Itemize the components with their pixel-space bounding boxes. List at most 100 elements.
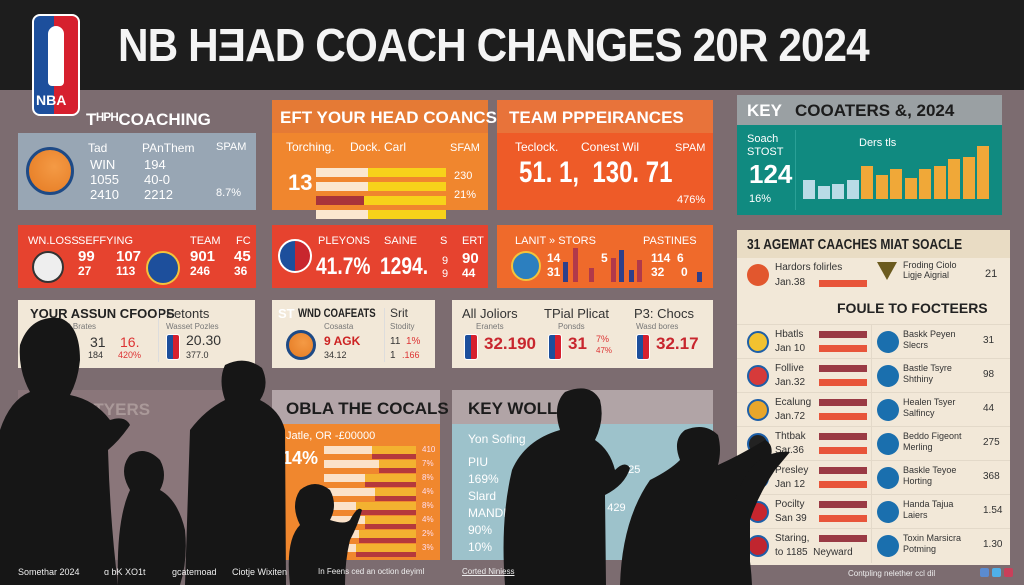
bar — [819, 413, 867, 420]
col-label: LANIT » STORS — [515, 235, 596, 247]
team-logo-icon — [747, 365, 769, 387]
coach-name: Ecalung — [775, 397, 812, 408]
panel-title: WND COAFEATS — [298, 306, 376, 320]
chart-bar — [817, 185, 830, 199]
percent-value: 476% — [677, 194, 706, 206]
col-label: Conest Wil — [581, 140, 640, 154]
value: 107 — [116, 248, 142, 265]
col-label: PAnThem — [142, 141, 195, 155]
value: 275 — [983, 437, 1000, 448]
list-item[interactable]: Hbatls Jan 10 Baskk Peyen Slecrs 31 — [737, 324, 1010, 359]
label: STOST — [747, 146, 784, 158]
mini-bar — [611, 258, 616, 282]
divider — [871, 427, 872, 461]
nba-logo-icon — [548, 334, 562, 360]
key-coaches-panel: KEY COOATERS &, 2024 Sоach STOST 124 16%… — [737, 95, 1002, 215]
value: 36 — [234, 264, 248, 278]
value: 377.0 — [186, 350, 209, 360]
coach-date: Jan.72 — [775, 411, 806, 422]
cell: 8.7% — [216, 187, 242, 199]
value: 44 — [462, 266, 476, 280]
basketball-icon — [26, 147, 74, 195]
social-link[interactable]: gcatemoad — [172, 567, 217, 577]
col-label: ERT — [462, 235, 484, 247]
bar-accent — [379, 468, 416, 473]
coaches-list-panel: 31 AGEMAT CAACHES MIAT SOACLE Hardors fo… — [737, 230, 1010, 565]
stat: 107 113 — [116, 249, 141, 279]
panel-title: KEY WOLLIES — [468, 399, 585, 418]
instagram-icon[interactable] — [1004, 568, 1013, 577]
stat-row: 10% — [468, 540, 493, 554]
all-joliors-panel: All Joliors TPial Plicat P3: Chocs Erane… — [452, 300, 713, 368]
stat: 901 246 — [190, 249, 215, 279]
chart-bar — [832, 184, 844, 199]
list-item[interactable]: Staring, to 1185 Neyward Toxin Marsicra Po… — [737, 528, 1010, 563]
list-item[interactable]: Pocilty San 39 Handa Tajua Laiers 1.54 — [737, 494, 1010, 529]
social-link[interactable]: Ciotje Wixiten — [232, 567, 288, 577]
divider — [871, 495, 872, 529]
value: 31 — [568, 334, 587, 353]
value: 1294. — [380, 253, 429, 280]
coach-name: Hardors folirles — [775, 262, 843, 273]
col-label: WN.LOSS — [28, 235, 79, 247]
lanit-stors-panel: LANIT » STORS PASTINES 14 31 5 114 6 32 0 — [497, 225, 713, 288]
team-name: Healen Tsyer Salfincy — [903, 397, 956, 418]
social-link[interactable]: ɑ bK XO1t — [104, 567, 146, 577]
col-label: Torching. — [286, 140, 335, 154]
big-value: 14% — [282, 448, 319, 468]
value: 9 — [442, 268, 449, 280]
chart-bar — [846, 179, 859, 199]
coach-date: San 39 — [775, 513, 807, 524]
chart-bar — [890, 168, 902, 199]
bar-fill — [316, 182, 368, 191]
mini-bar — [573, 248, 578, 282]
list-item[interactable]: Thtbak Sar.36 Beddo Figeont Merling 275 — [737, 426, 1010, 461]
value: 32 0 — [651, 265, 688, 279]
cell: 1055 — [90, 172, 119, 187]
value: 21 — [985, 268, 998, 280]
chart-bar — [977, 146, 989, 199]
col-label: SEFFYING — [78, 235, 134, 247]
value: 32.17 — [656, 334, 699, 353]
panel-title: 31 AGEMAT CAACHES MIAT SOACLE — [747, 236, 963, 253]
bar-label: 7% — [422, 459, 434, 468]
footer-link[interactable]: Corted Niniess — [462, 567, 515, 576]
section-title: FOULE TO FOCTEERS — [837, 300, 988, 316]
label: Cosasta — [324, 322, 354, 331]
bar — [819, 345, 867, 352]
nba-logo: NBA — [32, 14, 80, 116]
team-logo-icon — [877, 467, 899, 489]
bar-track — [316, 210, 446, 219]
twitter-icon[interactable] — [992, 568, 1001, 577]
team-name: Froding Ciolo Ligje Aigrial — [903, 260, 957, 280]
team-appearances-panel: TEAM PPPEIRANCES Teclock. Conest Wil SPA… — [497, 100, 713, 210]
value: 31 — [90, 334, 106, 350]
chart-label: Ders tls — [859, 137, 897, 149]
list-item[interactable]: Follive Jan.32 Bastle Tsyre Shthiny 98 — [737, 358, 1010, 393]
divider — [871, 325, 872, 359]
label: Cosiat Brates — [48, 322, 97, 331]
list-item[interactable]: Ecalung Jan.72 Healen Tsyer Salfincy 44 — [737, 392, 1010, 427]
team-name: Toxin Marsicra Potming — [903, 533, 962, 554]
bar-track — [316, 196, 446, 205]
label: Sоach — [747, 133, 779, 145]
value: 99 — [78, 248, 95, 265]
value: 27 — [78, 264, 92, 278]
value: 45 — [234, 248, 251, 265]
col-label: FC — [236, 235, 251, 247]
label: Wasset Pozles — [166, 322, 219, 331]
bar-track — [316, 168, 446, 177]
facebook-icon[interactable] — [980, 568, 989, 577]
chart-bar — [904, 178, 917, 199]
basketball-icon — [286, 330, 316, 360]
coach-date: Sar.36 — [775, 445, 804, 456]
nba-logo-icon — [278, 239, 312, 273]
stat: 14 31 — [547, 251, 560, 279]
bar — [819, 481, 867, 488]
team-logo-icon — [877, 433, 899, 455]
col-label: Srit — [390, 306, 408, 320]
value: 246 — [190, 264, 211, 278]
value: 9 AGK — [324, 334, 361, 348]
mini-bar — [629, 270, 634, 282]
